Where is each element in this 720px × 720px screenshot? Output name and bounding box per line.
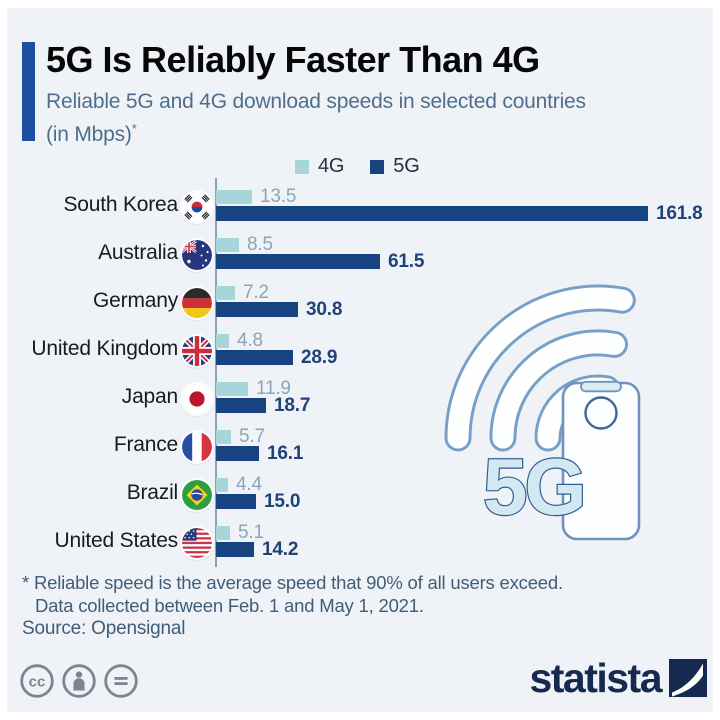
bar-4g-south-korea	[216, 190, 252, 204]
value-label-5g-australia: 61.5	[388, 251, 425, 272]
bar-4g-france	[216, 430, 231, 444]
bar-4g-germany	[216, 286, 235, 300]
legend-swatch-5g	[370, 159, 385, 174]
attribution-icon[interactable]	[60, 662, 98, 700]
subtitle-text: Reliable 5G and 4G download speeds in se…	[46, 90, 586, 113]
title-accent-bar	[22, 42, 35, 141]
footnote: * Reliable speed is the average speed th…	[22, 571, 662, 617]
chart-row-japan: Japan 11.9 18.7	[0, 373, 720, 421]
bar-5g-australia	[216, 254, 380, 269]
statista-logo[interactable]: statista	[529, 656, 707, 700]
bar-4g-united-states	[216, 526, 230, 540]
value-label-4g-united-states: 5.1	[238, 522, 264, 543]
footnote-marker: *	[131, 121, 137, 136]
bar-5g-south-korea	[216, 206, 648, 221]
value-label-4g-germany: 7.2	[243, 282, 269, 303]
bar-5g-brazil	[216, 494, 256, 509]
country-label-germany: Germany	[93, 289, 178, 312]
legend-item-5g: 5G	[370, 155, 420, 178]
bar-5g-france	[216, 446, 259, 461]
no-derivatives-icon[interactable]	[102, 662, 140, 700]
bar-4g-japan	[216, 382, 248, 396]
svg-text:cc: cc	[29, 674, 46, 691]
chart-legend: 4G 5G	[295, 155, 420, 178]
flag-brazil-icon	[182, 480, 212, 510]
5g-phone-illustration: 5G	[444, 284, 641, 541]
bar-4g-brazil	[216, 478, 228, 492]
bar-5g-united-states	[216, 542, 254, 557]
value-label-4g-south-korea: 13.5	[260, 186, 297, 207]
value-label-4g-japan: 11.9	[256, 378, 291, 399]
bar-4g-australia	[216, 238, 239, 252]
chart-row-united-kingdom: United Kingdom 4.8 28.9	[0, 325, 720, 373]
chart-row-germany: Germany 7.2 30.8	[0, 277, 720, 325]
value-label-5g-united-states: 14.2	[262, 539, 299, 560]
flag-south-korea-icon	[182, 192, 212, 222]
chart-subtitle: Reliable 5G and 4G download speeds in se…	[46, 88, 696, 148]
statista-logo-icon	[669, 659, 707, 697]
bar-5g-germany	[216, 302, 298, 317]
legend-swatch-4g	[295, 159, 309, 174]
legend-label: 4G	[318, 155, 345, 177]
value-label-5g-japan: 18.7	[274, 395, 311, 416]
card-background	[7, 8, 713, 712]
page-title: 5G Is Reliably Faster Than 4G	[46, 39, 540, 80]
illustration-5g-label: 5G	[483, 442, 584, 531]
country-label-south-korea: South Korea	[63, 193, 178, 216]
flag-australia-icon	[182, 240, 212, 270]
country-label-australia: Australia	[98, 241, 178, 264]
chart-row-brazil: Brazil 4.4 15.0	[0, 469, 720, 517]
flag-france-icon	[182, 432, 212, 462]
flag-united-kingdom-icon	[182, 336, 212, 366]
country-label-united-states: United States	[54, 529, 179, 552]
country-label-france: France	[113, 433, 178, 456]
chart-row-australia: Australia 8.5 61.5	[0, 229, 720, 277]
value-label-4g-australia: 8.5	[247, 234, 273, 255]
country-label-brazil: Brazil	[126, 481, 179, 504]
footnote-line1: * Reliable speed is the average speed th…	[22, 572, 563, 593]
value-label-4g-united-kingdom: 4.8	[237, 330, 263, 351]
chart-axis-line	[215, 178, 217, 567]
flag-germany-icon	[182, 288, 212, 318]
statista-wordmark: statista	[529, 655, 662, 701]
flag-united-states-icon	[182, 528, 212, 558]
subtitle-unit: (in Mbps)	[46, 123, 132, 146]
source-label: Source: Opensignal	[22, 618, 186, 639]
chart-row-south-korea: South Korea 13.5 161.8	[0, 181, 720, 229]
value-label-4g-france: 5.7	[239, 426, 265, 447]
country-label-united-kingdom: United Kingdom	[31, 337, 178, 360]
value-label-5g-france: 16.1	[267, 443, 304, 464]
chart-row-france: France 5.7 16.1	[0, 421, 720, 469]
country-label-japan: Japan	[121, 385, 178, 408]
smartphone-icon	[561, 380, 641, 541]
legend-item-4g: 4G	[295, 155, 344, 178]
value-label-5g-brazil: 15.0	[264, 491, 301, 512]
license-icons: cc	[18, 662, 140, 700]
value-label-5g-germany: 30.8	[306, 299, 343, 320]
bar-5g-japan	[216, 398, 266, 413]
value-label-5g-south-korea: 161.8	[656, 203, 703, 224]
footnote-line2: Data collected between Feb. 1 and May 1,…	[35, 595, 424, 616]
creative-commons-icon[interactable]: cc	[18, 662, 56, 700]
bar-4g-united-kingdom	[216, 334, 229, 348]
value-label-4g-brazil: 4.4	[236, 474, 262, 495]
flag-japan-icon	[182, 384, 212, 414]
value-label-5g-united-kingdom: 28.9	[301, 347, 338, 368]
legend-label: 5G	[393, 155, 420, 177]
bar-5g-united-kingdom	[216, 350, 293, 365]
chart-row-united-states: United States 5.1 14.2	[0, 517, 720, 565]
